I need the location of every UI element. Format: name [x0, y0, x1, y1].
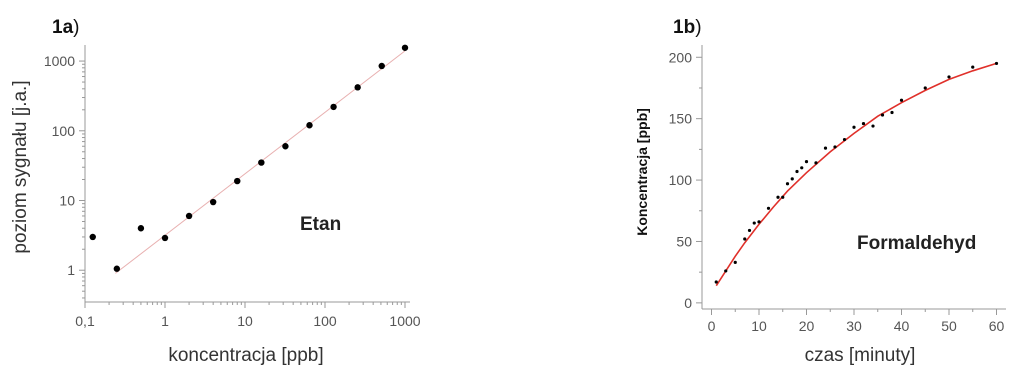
data-point	[234, 177, 241, 185]
data-point	[282, 143, 289, 150]
data-point	[871, 124, 875, 128]
data-point	[833, 145, 837, 149]
data-point	[752, 221, 756, 225]
data-point	[790, 177, 794, 181]
chart-panel-etan: 1a) 0,1 1 10 100 1000 1 10 100 1000 Etan koncent…	[10, 17, 421, 365]
chart-annotation-etan: Etan	[300, 214, 341, 235]
data-point	[743, 237, 747, 241]
data-point	[785, 182, 790, 186]
data-point	[401, 44, 409, 51]
data-point	[378, 62, 385, 70]
x-tick-label: 50	[941, 318, 957, 334]
y-tick-label: 1	[67, 262, 75, 278]
data-point	[306, 122, 313, 129]
data-point	[823, 146, 828, 150]
x-axis-title: koncentracja [ppb]	[168, 345, 323, 365]
x-axis-title: czas [minuty]	[805, 345, 916, 365]
data-point	[947, 75, 951, 79]
data-point	[971, 65, 975, 69]
y-tick-label: 200	[669, 49, 693, 65]
panel-label-1a: 1a)	[52, 17, 79, 38]
x-tick-label: 10	[751, 318, 767, 334]
data-point	[842, 137, 847, 142]
y-tick-label: 100	[52, 123, 76, 139]
data-point	[113, 265, 121, 272]
data-point	[161, 234, 169, 242]
data-point	[766, 206, 771, 210]
data-point	[89, 233, 96, 241]
data-point	[861, 121, 866, 126]
data-points	[714, 61, 999, 284]
data-point	[890, 110, 894, 115]
data-point	[757, 220, 761, 224]
y-axis-title: Koncentracja [ppb]	[634, 108, 650, 236]
data-point	[776, 195, 780, 199]
y-tick-label: 0	[684, 295, 692, 311]
data-point	[714, 280, 718, 284]
y-tick-label: 50	[676, 233, 692, 249]
data-point	[880, 113, 885, 117]
data-point	[747, 228, 752, 233]
data-point	[781, 195, 785, 199]
data-point	[185, 212, 193, 220]
data-point	[795, 169, 799, 174]
data-point	[804, 160, 809, 164]
x-tick-label: 1000	[389, 313, 420, 329]
data-point	[258, 159, 265, 166]
x-tick-label: 0	[708, 318, 716, 334]
x-tick-label: 0,1	[75, 313, 95, 329]
x-tick-label: 1	[161, 313, 169, 329]
x-tick-label: 40	[894, 318, 910, 334]
chart-annotation-formaldehyd: Formaldehyd	[857, 233, 976, 254]
chart-panel-formaldehyd: 1b) 0 10 20 30 40 50 60 0 50 100 150 200 Formaldehy…	[634, 17, 1006, 365]
data-points	[89, 44, 409, 272]
data-point	[852, 125, 856, 129]
x-tick-label: 60	[989, 318, 1005, 334]
data-point	[994, 61, 999, 66]
data-point	[733, 260, 737, 264]
data-point	[137, 225, 145, 232]
data-point	[209, 198, 217, 206]
y-tick-label: 1000	[44, 53, 75, 69]
axis-ticks: 0 10 20 30 40 50 60 0 50 100 150 200	[669, 49, 1005, 334]
data-point	[354, 84, 361, 91]
panel-label-1b: 1b)	[673, 17, 702, 38]
data-point	[800, 166, 804, 170]
y-tick-label: 10	[59, 192, 75, 208]
data-point	[899, 98, 904, 102]
x-tick-label: 20	[799, 318, 815, 334]
y-tick-label: 100	[669, 172, 693, 188]
data-point	[814, 161, 818, 165]
x-tick-label: 100	[313, 313, 337, 329]
x-tick-label: 30	[846, 318, 862, 334]
data-point	[923, 86, 927, 90]
axis-ticks: 0,1 1 10 100 1000 1 10 100 1000	[44, 53, 421, 329]
fit-curve-path	[715, 62, 997, 287]
data-point	[330, 103, 337, 111]
y-tick-label: 150	[669, 111, 693, 127]
x-tick-label: 10	[237, 313, 253, 329]
data-point	[724, 269, 728, 273]
y-axis-title: poziom sygnału [j.a.]	[10, 80, 31, 253]
fit-curve	[715, 62, 997, 287]
